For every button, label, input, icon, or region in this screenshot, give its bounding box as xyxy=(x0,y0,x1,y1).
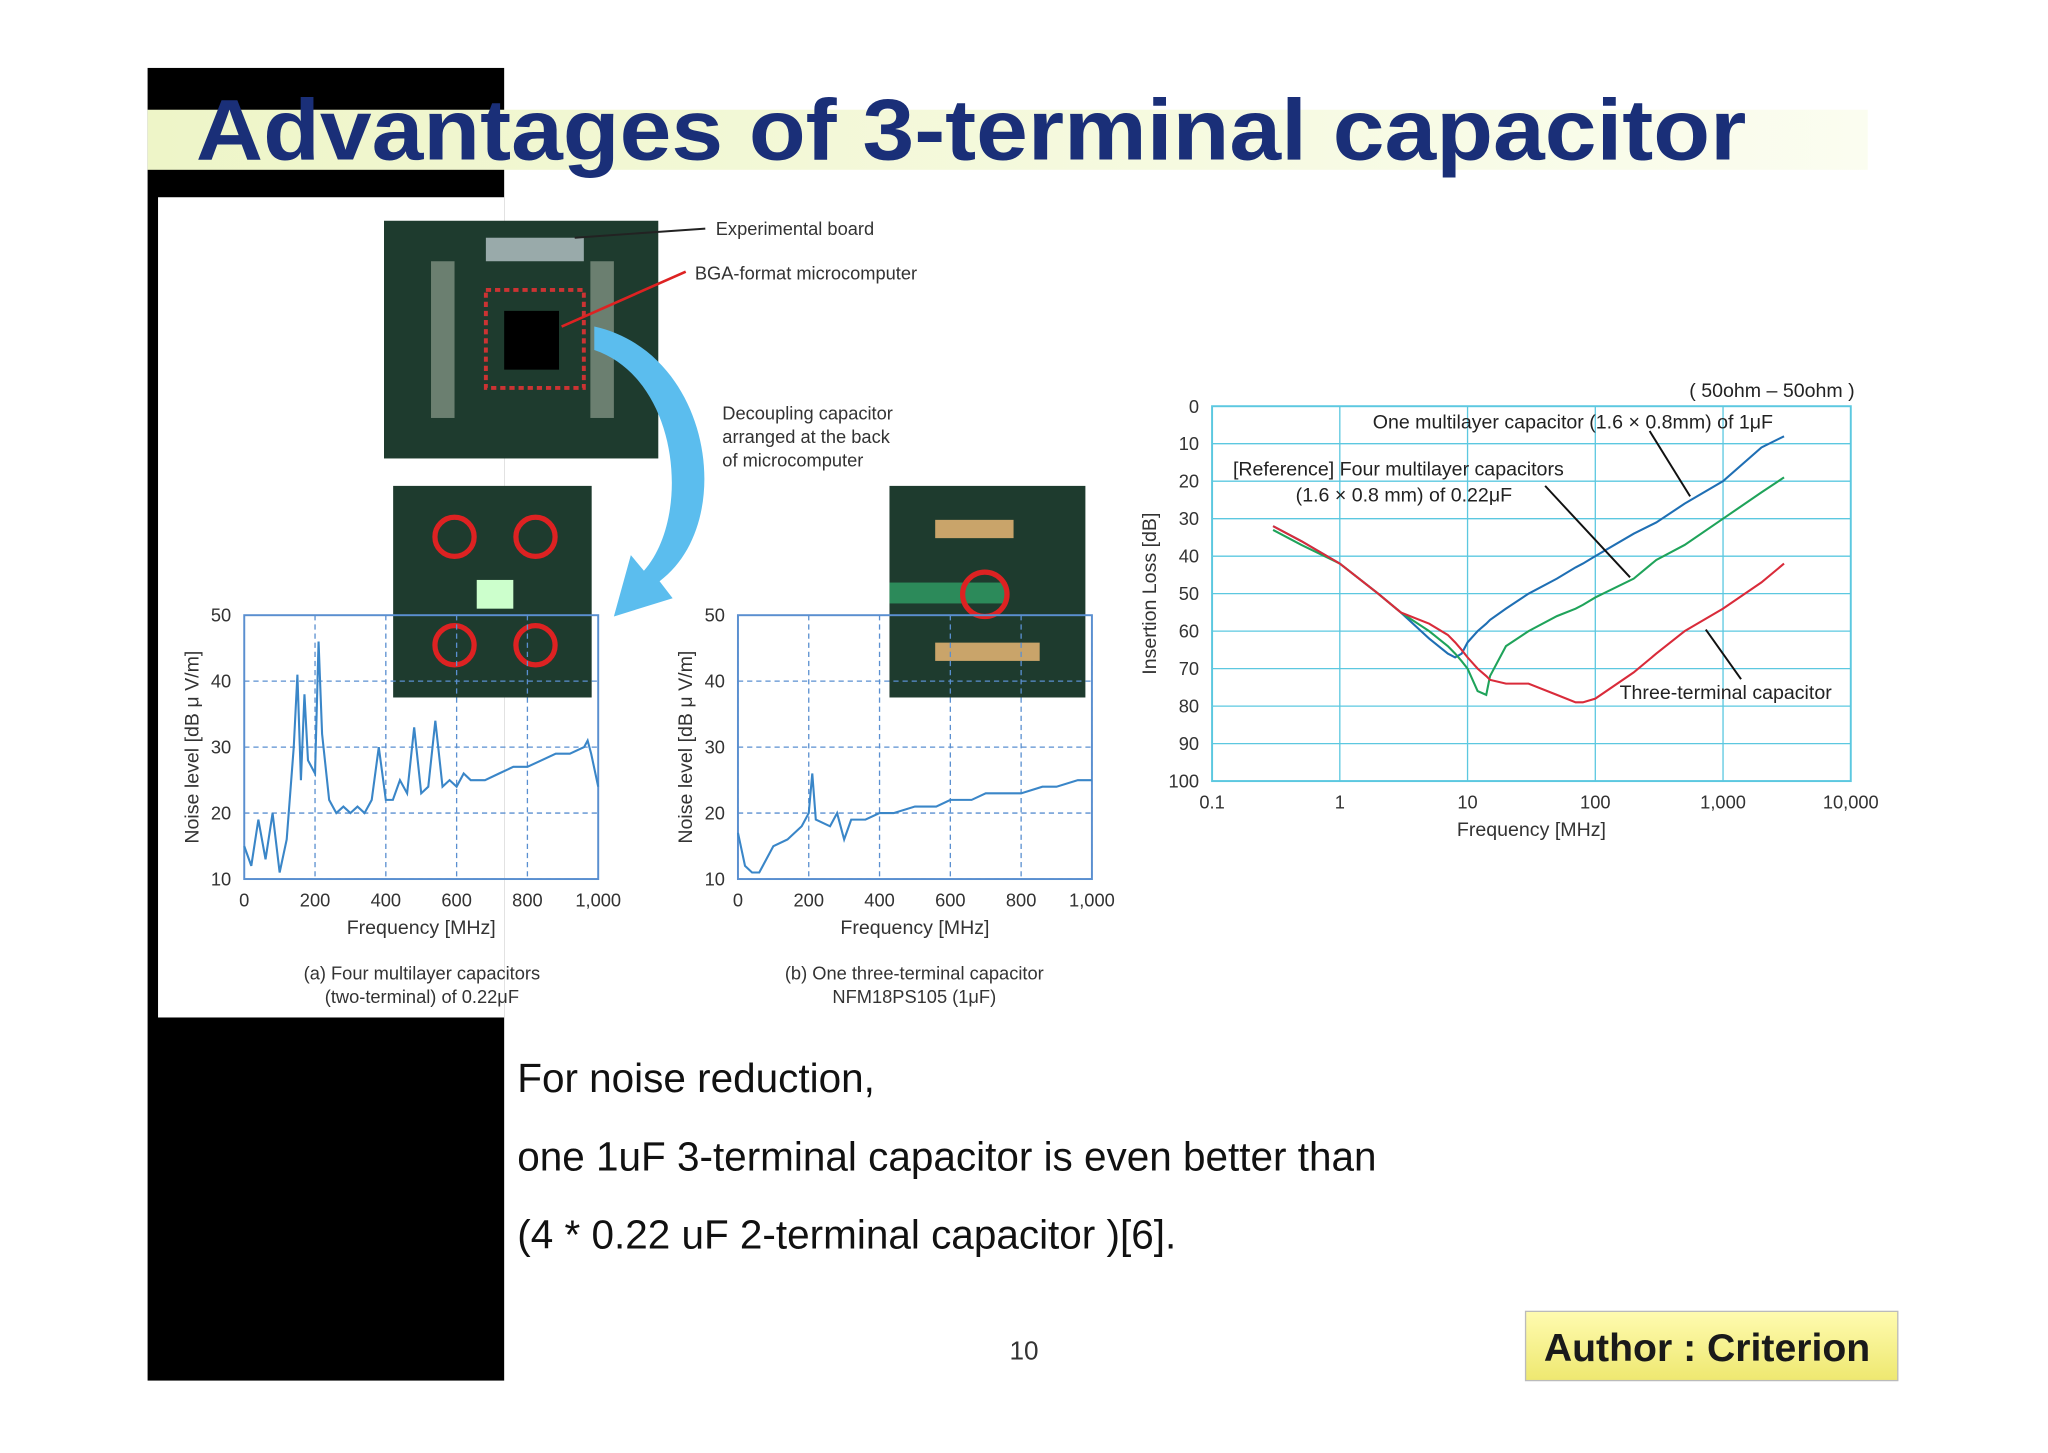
x-tick-label: 100 xyxy=(1580,792,1610,813)
y-tick-label: 50 xyxy=(1179,583,1199,604)
body-text: For noise reduction, xyxy=(517,1055,875,1101)
x-tick-label: 0 xyxy=(239,889,249,910)
y-tick-label: 10 xyxy=(211,869,231,890)
x-tick-label: 200 xyxy=(794,889,824,910)
plot-frame xyxy=(736,614,1093,881)
y-tick-label: 100 xyxy=(1169,771,1199,792)
chart: 10 20 30 40 50 0 200 400 600 800 1,000 Frequency [M… xyxy=(182,605,622,1007)
x-axis-label: Frequency [MHz] xyxy=(347,917,496,939)
annotation: ( 50ohm – 50ohm ) xyxy=(1689,380,1854,402)
caption: (two-terminal) of 0.22μF xyxy=(325,986,519,1007)
caption: (b) One three-terminal capacitor xyxy=(785,963,1044,984)
figure-label: Experimental board xyxy=(716,218,874,239)
x-tick-label: 10 xyxy=(1457,792,1477,813)
y-tick-label: 50 xyxy=(705,605,725,626)
slide-title: Advantages of 3-terminal capacitor xyxy=(196,82,1746,178)
plot-frame xyxy=(1211,405,1852,783)
y-tick-label: 70 xyxy=(1179,658,1199,679)
x-tick-label: 1,000 xyxy=(575,889,621,910)
figure-label: Decoupling capacitor xyxy=(722,402,893,423)
x-tick-label: 0.1 xyxy=(1199,792,1224,813)
author: Author : Criterion xyxy=(1544,1327,1870,1370)
x-tick-label: 800 xyxy=(512,889,542,910)
leader-line xyxy=(1544,485,1631,578)
x-tick-label: 10,000 xyxy=(1823,792,1879,813)
chip-photo-b xyxy=(889,485,1086,698)
annotation: One multilayer capacitor (1.6 × 0.8mm) o… xyxy=(1373,411,1773,433)
y-tick-label: 30 xyxy=(705,737,725,758)
x-axis-label: Frequency [MHz] xyxy=(840,917,989,939)
y-tick-label: 30 xyxy=(211,737,231,758)
y-tick-label: 10 xyxy=(1179,433,1199,454)
y-tick-label: 20 xyxy=(1179,471,1199,492)
y-tick-label: 10 xyxy=(705,869,725,890)
page-number: 10 xyxy=(1009,1336,1038,1366)
title-band xyxy=(147,109,1868,170)
x-tick-label: 1 xyxy=(1335,792,1345,813)
y-tick-label: 20 xyxy=(211,803,231,824)
y-axis-label: Noise level [dB μ V/m] xyxy=(675,651,697,844)
data-line xyxy=(243,641,600,873)
y-tick-label: 80 xyxy=(1179,696,1199,717)
data-line xyxy=(1272,525,1785,704)
x-tick-label: 600 xyxy=(441,889,471,910)
y-tick-label: 20 xyxy=(705,803,725,824)
y-axis-label: Insertion Loss [dB] xyxy=(1139,513,1161,675)
arrow xyxy=(594,326,705,617)
leader-line xyxy=(1704,628,1742,680)
x-tick-label: 0 xyxy=(733,889,743,910)
body-text: (4 * 0.22 uF 2-terminal capacitor )[6]. xyxy=(517,1212,1176,1258)
x-axis-label: Frequency [MHz] xyxy=(1457,819,1606,841)
x-tick-label: 400 xyxy=(371,889,401,910)
author-box xyxy=(1524,1310,1899,1382)
caption: (a) Four multilayer capacitors xyxy=(304,963,541,984)
chip-photo-a xyxy=(393,485,592,698)
annotation: Three-terminal capacitor xyxy=(1620,682,1833,704)
figure-label: arranged at the back xyxy=(722,426,890,447)
figure-label: BGA-format microcomputer xyxy=(695,263,917,284)
x-tick-label: 400 xyxy=(864,889,894,910)
y-tick-label: 60 xyxy=(1179,621,1199,642)
x-tick-label: 1,000 xyxy=(1700,792,1746,813)
x-tick-label: 600 xyxy=(935,889,965,910)
board-photo xyxy=(384,220,706,459)
chart: 10 20 30 40 50 0 200 400 600 800 1,000 Frequency [M… xyxy=(675,605,1115,1007)
data-line xyxy=(736,773,1092,874)
y-tick-label: 0 xyxy=(1189,396,1199,417)
caption: NFM18PS105 (1μF) xyxy=(832,986,996,1007)
x-tick-label: 800 xyxy=(1006,889,1036,910)
y-tick-label: 40 xyxy=(211,671,231,692)
x-tick-label: 200 xyxy=(300,889,330,910)
data-line xyxy=(1272,476,1785,697)
y-tick-label: 40 xyxy=(1179,546,1199,567)
y-tick-label: 30 xyxy=(1179,508,1199,529)
body-text: one 1uF 3-terminal capacitor is even bet… xyxy=(517,1133,1376,1179)
plot-frame xyxy=(243,614,600,881)
annotation: [Reference] Four multilayer capacitors xyxy=(1233,458,1564,480)
y-tick-label: 50 xyxy=(211,605,231,626)
y-tick-label: 90 xyxy=(1179,733,1199,754)
annotation: (1.6 × 0.8 mm) of 0.22μF xyxy=(1296,485,1512,507)
y-tick-label: 40 xyxy=(705,671,725,692)
figure-label: of microcomputer xyxy=(722,449,863,470)
leader-line xyxy=(1648,430,1691,497)
y-axis-label: Noise level [dB μ V/m] xyxy=(182,651,204,844)
x-tick-label: 1,000 xyxy=(1069,889,1115,910)
